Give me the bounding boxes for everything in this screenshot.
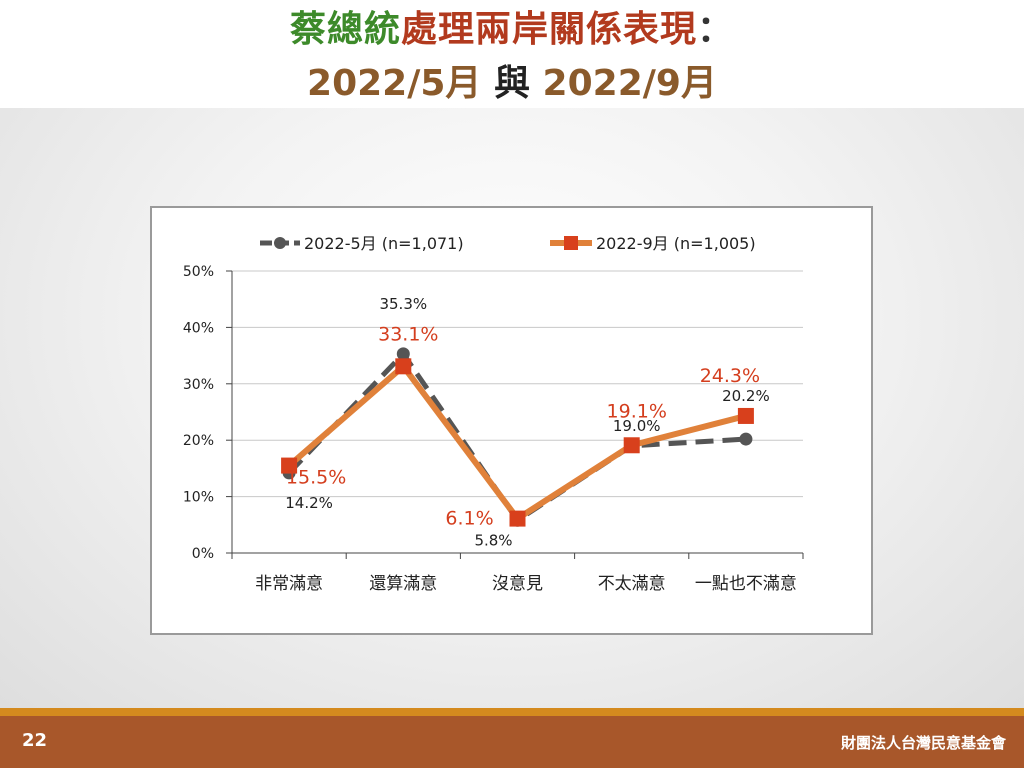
title-topic: 處理兩岸關係表現	[400, 9, 697, 50]
x-tick-label: 非常滿意	[255, 574, 323, 594]
data-label-2022-09: 24.3%	[700, 365, 760, 387]
footer-bar	[0, 716, 1024, 768]
y-tick-label: 0%	[192, 546, 214, 562]
data-label-2022-05: 35.3%	[379, 295, 427, 313]
y-tick-label: 20%	[183, 433, 214, 449]
data-label-2022-09: 33.1%	[378, 323, 438, 345]
x-tick-label: 不太滿意	[598, 574, 666, 594]
y-tick-label: 40%	[183, 320, 214, 336]
footer-stripe	[0, 708, 1024, 716]
data-label-2022-09: 15.5%	[286, 467, 346, 489]
x-tick-label: 沒意見	[492, 574, 543, 594]
data-label-2022-05: 5.8%	[474, 531, 512, 549]
page-number: 22	[22, 730, 48, 751]
organization-name: 財團法人台灣民意基金會	[840, 734, 1006, 752]
point-2022-05	[739, 432, 753, 446]
data-label-2022-05: 14.2%	[285, 494, 333, 512]
legend-label-2022-05: 2022-5月 (n=1,071)	[304, 234, 464, 253]
point-2022-09	[395, 358, 412, 375]
line-chart: 0% 10% 20% 30% 40% 50% 非常滿意 還算滿意 沒意見 不太滿意 一點也不滿意 14…	[183, 234, 804, 594]
data-label-2022-05: 20.2%	[722, 387, 770, 405]
data-label-2022-09: 6.1%	[445, 508, 493, 530]
legend-label-2022-09: 2022-9月 (n=1,005)	[596, 234, 756, 253]
subtitle-connector: 與	[493, 63, 530, 104]
title-area: 蔡總統處理兩岸關係表現： 2022/5月 與 2022/9月	[0, 0, 1024, 108]
point-2022-09	[509, 510, 526, 527]
data-label-2022-09: 19.1%	[607, 400, 667, 422]
y-tick-label: 30%	[183, 377, 214, 393]
point-2022-09	[281, 457, 298, 474]
x-tick-label: 一點也不滿意	[695, 574, 797, 594]
point-2022-09	[737, 407, 754, 424]
slide-title: 蔡總統處理兩岸關係表現：	[0, 8, 1024, 52]
subtitle-date-1: 2022/5月	[307, 63, 482, 104]
slide-subtitle: 2022/5月 與 2022/9月	[0, 62, 1024, 106]
point-2022-09	[623, 437, 640, 454]
series-line-2022-05	[287, 351, 747, 523]
data-label-2022-05: 19.0%	[613, 417, 661, 435]
point-2022-05	[396, 347, 410, 361]
legend-marker-2022-09	[564, 236, 578, 250]
x-tick-label: 還算滿意	[369, 574, 437, 594]
chart-frame: 0% 10% 20% 30% 40% 50% 非常滿意 還算滿意 沒意見 不太滿意 一點也不滿意 14…	[150, 206, 873, 635]
title-president: 蔡總統	[289, 9, 401, 50]
title-colon: ：	[697, 9, 735, 50]
y-tick-label: 50%	[183, 264, 214, 280]
legend-marker-2022-05	[274, 237, 286, 249]
y-tick-label: 10%	[183, 490, 214, 506]
subtitle-date-2: 2022/9月	[542, 63, 717, 104]
